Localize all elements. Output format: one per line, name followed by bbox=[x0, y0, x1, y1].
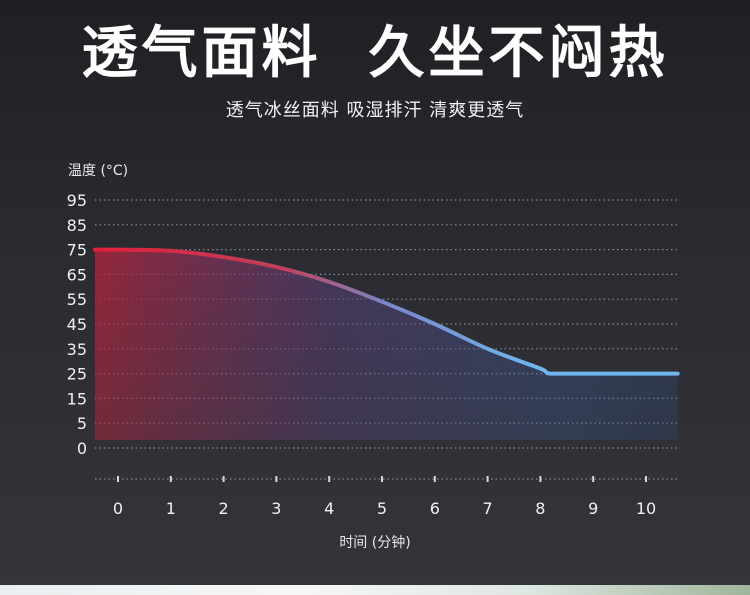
x-tick-label: 4 bbox=[324, 499, 334, 518]
x-tick-label: 7 bbox=[483, 499, 493, 518]
x-tick-label: 3 bbox=[271, 499, 281, 518]
headline: 透气面料 久坐不闷热 bbox=[81, 20, 669, 86]
temperature-chart: 温度 (°C) bbox=[0, 150, 750, 565]
x-tick-label: 5 bbox=[377, 499, 387, 518]
x-tick-label: 8 bbox=[535, 499, 545, 518]
y-tick-label: 55 bbox=[67, 290, 87, 309]
y-tick-label: 85 bbox=[67, 216, 87, 235]
x-tick-label: 9 bbox=[588, 499, 598, 518]
x-tick-label: 2 bbox=[219, 499, 229, 518]
y-tick-label: 75 bbox=[67, 241, 87, 260]
x-tick-label: 1 bbox=[166, 499, 176, 518]
y-tick-label: 35 bbox=[67, 340, 87, 359]
x-tick-label: 6 bbox=[430, 499, 440, 518]
y-tick-label: 15 bbox=[67, 389, 87, 408]
y-tick-label: 0 bbox=[77, 439, 87, 458]
x-tick-label: 0 bbox=[113, 499, 123, 518]
x-tick-label: 10 bbox=[636, 499, 656, 518]
y-tick-label: 5 bbox=[77, 414, 87, 433]
temperature-line bbox=[93, 247, 680, 376]
x-axis-label: 时间 (分钟) bbox=[339, 535, 411, 551]
y-tick-label: 65 bbox=[67, 265, 87, 284]
y-tick-label: 45 bbox=[67, 315, 87, 334]
temperature-area bbox=[95, 249, 678, 440]
bottom-photo-strip bbox=[0, 585, 750, 595]
y-axis-label: 温度 (°C) bbox=[68, 163, 129, 179]
y-tick-label: 25 bbox=[67, 365, 87, 384]
y-tick-label: 95 bbox=[67, 191, 87, 210]
subtitle: 透气冰丝面料 吸湿排汗 清爽更透气 bbox=[225, 100, 525, 121]
